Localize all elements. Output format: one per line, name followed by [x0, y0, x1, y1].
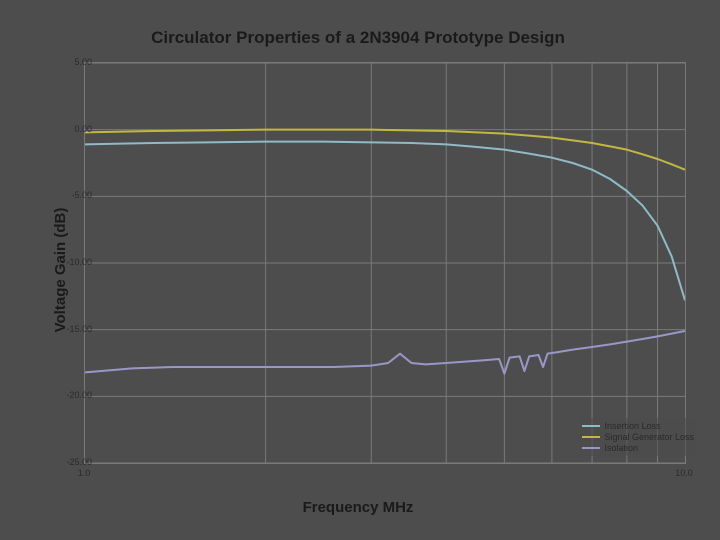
legend-key [582, 436, 600, 438]
y-tick-label: -15.00 [66, 324, 92, 334]
legend-item: Isolation [582, 443, 694, 453]
x-axis-label: Frequency MHz [16, 499, 700, 516]
legend-label: Insertion Loss [604, 421, 660, 431]
y-tick-label: -5.00 [71, 190, 92, 200]
chart-frame: Circulator Properties of a 2N3904 Protot… [16, 28, 700, 512]
legend-item: Signal Generator Loss [582, 432, 694, 442]
y-tick-label: -20.00 [66, 390, 92, 400]
series-line [85, 331, 685, 374]
legend-item: Insertion Loss [582, 421, 694, 431]
plot-area [84, 62, 686, 464]
legend-key [582, 425, 600, 427]
y-tick-label: 0.00 [74, 124, 92, 134]
x-tick-label: 10.0 [675, 468, 693, 478]
legend-label: Isolation [604, 443, 638, 453]
y-tick-label: -25.00 [66, 457, 92, 467]
y-tick-label: -10.00 [66, 257, 92, 267]
legend-label: Signal Generator Loss [604, 432, 694, 442]
line-chart-svg [85, 63, 685, 463]
y-tick-label: 5.00 [74, 57, 92, 67]
chart-title: Circulator Properties of a 2N3904 Protot… [16, 28, 700, 48]
series-line [85, 130, 685, 170]
legend-key [582, 447, 600, 449]
x-tick-label: 1.0 [78, 468, 91, 478]
series-line [85, 142, 685, 301]
legend: Insertion LossSignal Generator LossIsola… [580, 418, 696, 456]
y-axis-label: Voltage Gain (dB) [52, 208, 69, 333]
